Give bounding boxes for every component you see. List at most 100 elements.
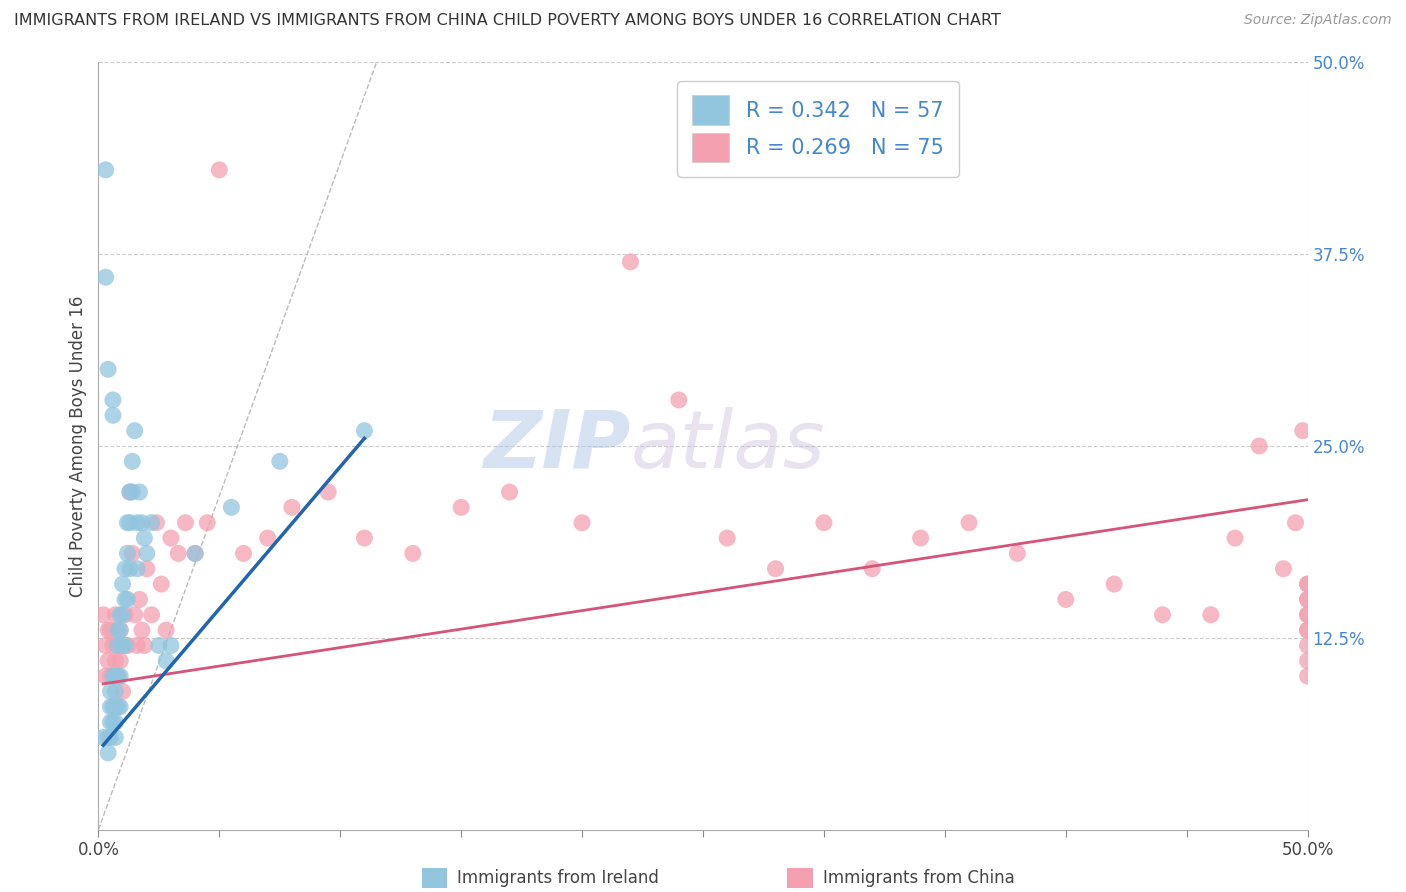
Point: [1284, 516, 1306, 530]
Point: [269, 454, 291, 468]
Point: [118, 485, 141, 500]
Point: [128, 485, 150, 500]
Point: [97, 731, 120, 745]
Point: [100, 684, 122, 698]
Point: [107, 669, 129, 683]
Point: [184, 546, 207, 560]
Point: [208, 162, 231, 177]
Point: [118, 516, 141, 530]
Point: [1296, 654, 1319, 668]
Point: [256, 531, 278, 545]
Point: [221, 500, 243, 515]
Point: [94, 270, 117, 285]
Point: [101, 699, 124, 714]
Point: [118, 485, 141, 500]
Point: [117, 639, 139, 653]
Point: [353, 531, 375, 545]
Point: [104, 654, 127, 668]
Point: [108, 607, 131, 622]
Point: [107, 623, 129, 637]
Point: [94, 639, 117, 653]
Point: [108, 623, 131, 637]
Point: [97, 623, 120, 637]
Point: [91, 607, 114, 622]
Text: Immigrants from China: Immigrants from China: [823, 869, 1014, 887]
Point: [117, 546, 139, 560]
Point: [117, 516, 139, 530]
Point: [1296, 607, 1319, 622]
Point: [108, 654, 131, 668]
Point: [160, 531, 183, 545]
Legend: R = 0.342   N = 57, R = 0.269   N = 75: R = 0.342 N = 57, R = 0.269 N = 75: [678, 80, 959, 177]
Point: [91, 731, 114, 745]
Point: [111, 577, 134, 591]
Point: [281, 500, 304, 515]
Point: [131, 623, 153, 637]
Point: [184, 546, 207, 560]
Point: [114, 592, 136, 607]
Point: [111, 607, 134, 622]
Point: [94, 669, 117, 683]
Point: [101, 639, 124, 653]
Point: [1272, 562, 1295, 576]
Point: [155, 654, 177, 668]
Point: [104, 669, 127, 683]
Point: [571, 516, 593, 530]
Point: [101, 715, 124, 730]
Point: [97, 362, 120, 376]
Point: [114, 607, 136, 622]
Point: [148, 639, 170, 653]
Point: [111, 639, 134, 653]
Point: [108, 623, 131, 637]
Point: [167, 546, 190, 560]
Point: [1152, 607, 1174, 622]
Point: [108, 699, 131, 714]
Point: [94, 162, 117, 177]
Point: [118, 562, 141, 576]
Point: [111, 639, 134, 653]
Point: [910, 531, 932, 545]
Point: [1296, 592, 1319, 607]
Point: [1199, 607, 1222, 622]
Point: [450, 500, 472, 515]
Point: [1296, 607, 1319, 622]
Point: [121, 454, 143, 468]
Point: [134, 639, 156, 653]
Point: [100, 731, 122, 745]
Point: [1296, 623, 1319, 637]
Point: [353, 424, 375, 438]
Point: [101, 392, 124, 407]
Point: [121, 485, 143, 500]
Point: [1102, 577, 1125, 591]
Text: Source: ZipAtlas.com: Source: ZipAtlas.com: [1244, 13, 1392, 28]
Point: [145, 516, 167, 530]
Point: [127, 516, 149, 530]
Point: [121, 546, 143, 560]
Point: [402, 546, 425, 560]
Point: [124, 607, 146, 622]
Point: [174, 516, 197, 530]
Point: [131, 516, 153, 530]
Point: [114, 562, 136, 576]
Text: atlas: atlas: [630, 407, 825, 485]
Point: [668, 392, 690, 407]
Point: [117, 592, 139, 607]
Point: [135, 546, 157, 560]
Point: [104, 699, 127, 714]
Point: [619, 255, 641, 269]
Point: [127, 562, 149, 576]
Point: [124, 424, 146, 438]
Point: [1054, 592, 1077, 607]
Point: [498, 485, 520, 500]
Point: [107, 639, 129, 653]
Text: Immigrants from Ireland: Immigrants from Ireland: [457, 869, 659, 887]
Point: [107, 669, 129, 683]
Point: [107, 699, 129, 714]
Point: [104, 731, 127, 745]
Point: [134, 531, 156, 545]
Point: [101, 669, 124, 683]
Point: [127, 639, 149, 653]
Point: [100, 715, 122, 730]
Point: [1249, 439, 1271, 453]
Text: IMMIGRANTS FROM IRELAND VS IMMIGRANTS FROM CHINA CHILD POVERTY AMONG BOYS UNDER : IMMIGRANTS FROM IRELAND VS IMMIGRANTS FR…: [14, 13, 1001, 29]
